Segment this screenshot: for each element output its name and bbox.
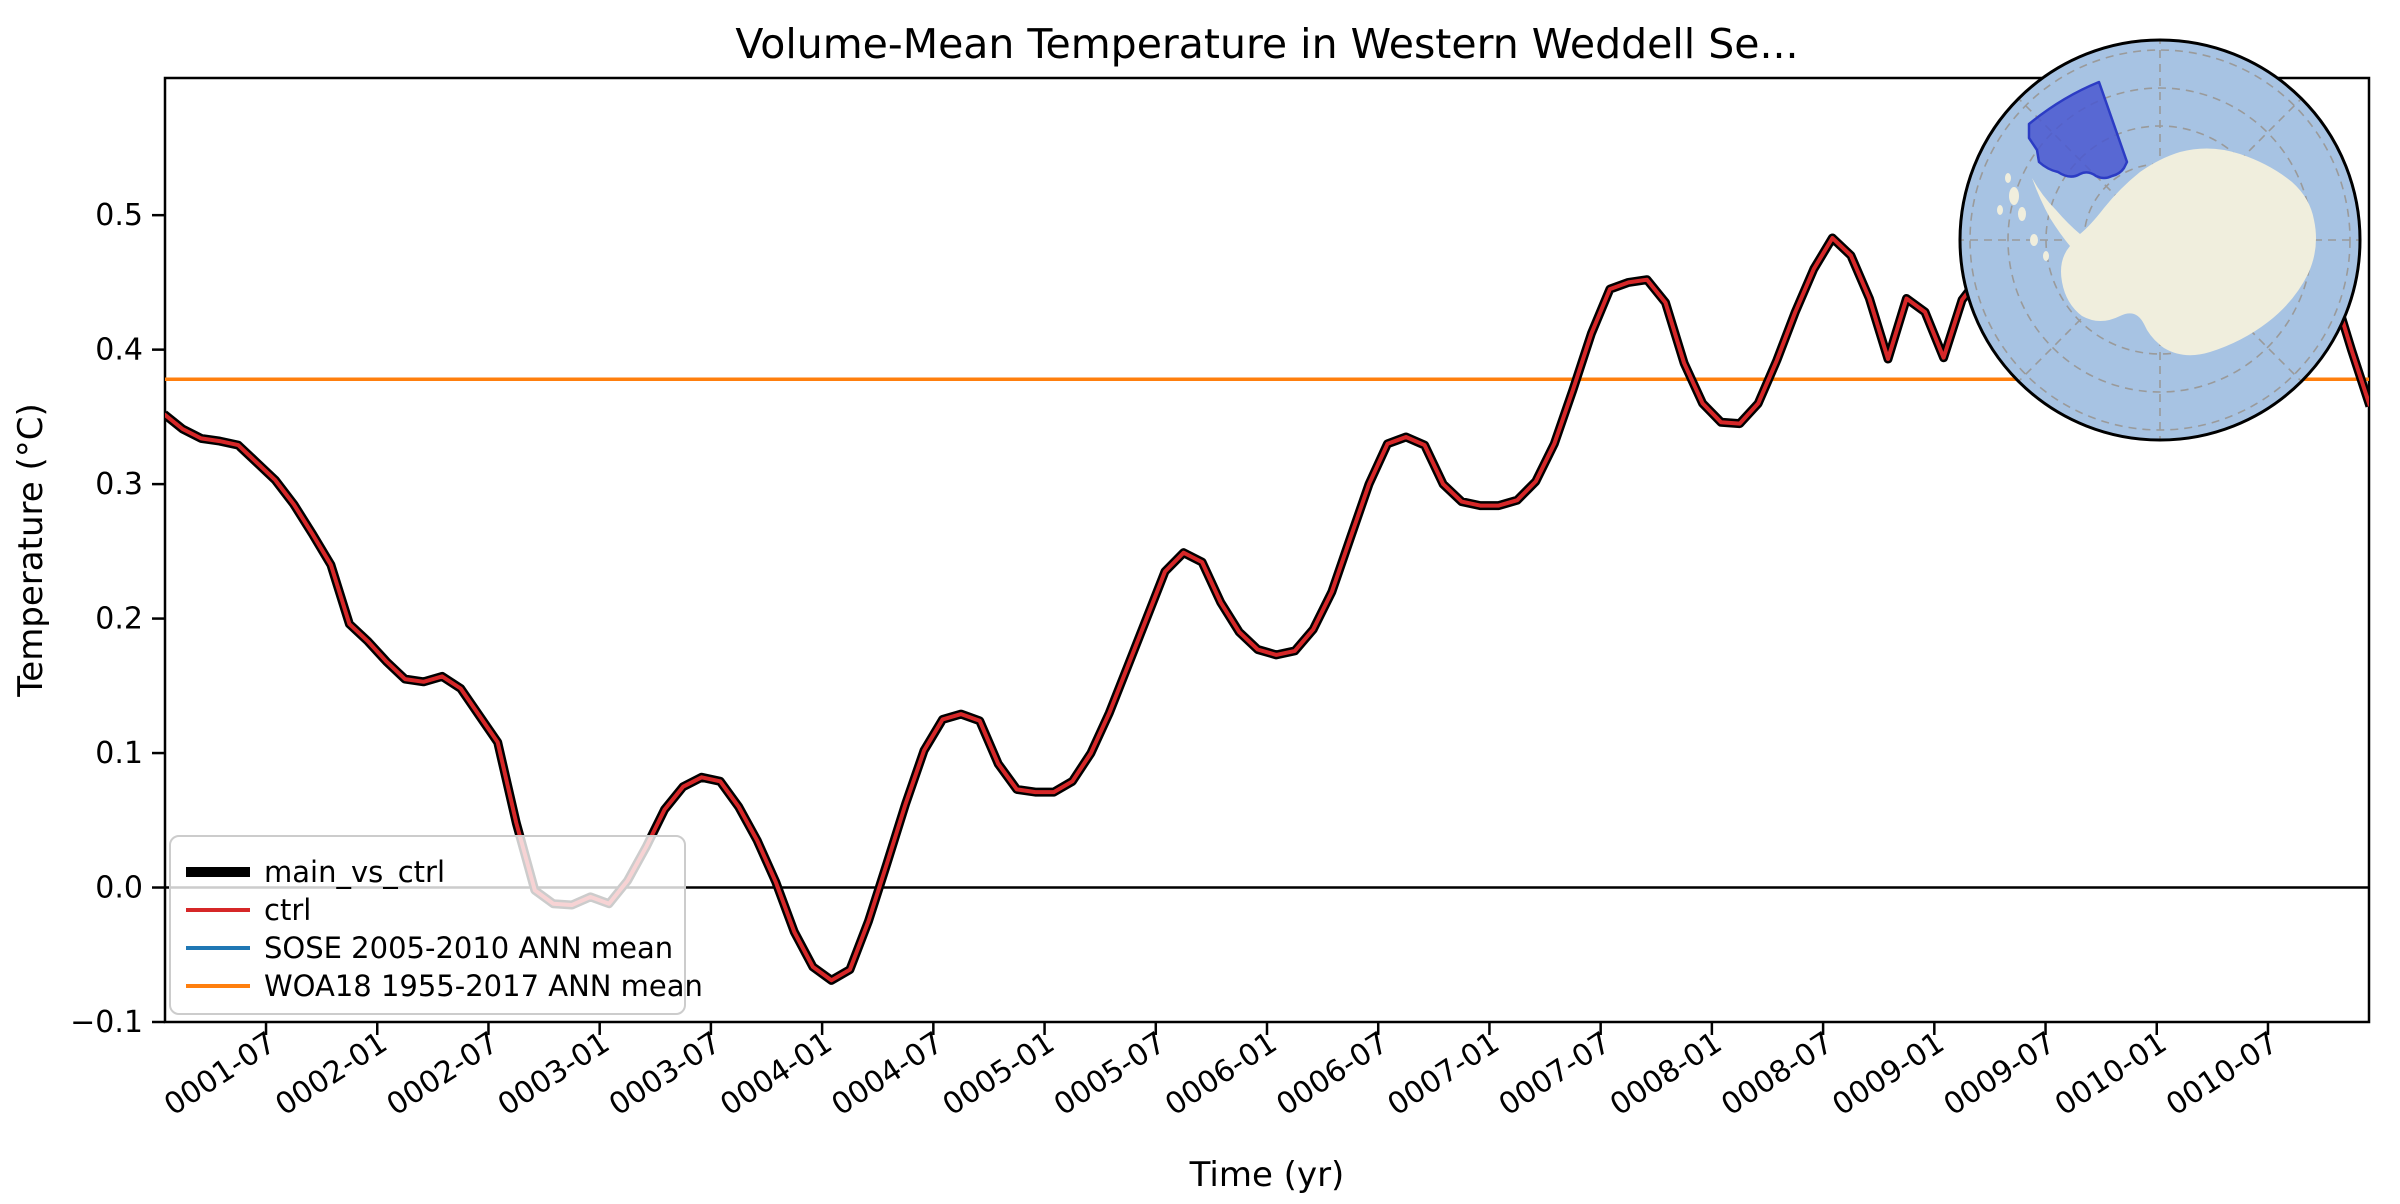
y-tick-label: 0.1 [95,736,143,771]
x-tick-label: 0005-01 [937,1025,1061,1123]
x-tick-label: 0008-07 [1715,1025,1839,1123]
x-tick-label: 0010-01 [2049,1025,2173,1123]
western-weddell-region-polygon [2027,80,2129,180]
x-tick-label: 0009-01 [1826,1025,1950,1123]
map-land-group [1997,148,2316,356]
island [2005,173,2011,183]
y-axis-label: Temperature (°C) [11,403,51,697]
x-tick-label: 0003-01 [492,1025,616,1123]
x-tick-label: 0003-07 [603,1025,727,1123]
island [2043,251,2049,261]
x-tick-label: 0001-07 [158,1025,282,1123]
x-tick-label: 0009-07 [1938,1025,2062,1123]
x-tick-label: 0006-07 [1270,1025,1394,1123]
y-tick-label: 0.2 [95,602,143,637]
x-tick-label: 0007-01 [1382,1025,1506,1123]
x-tick-label: 0007-07 [1493,1025,1617,1123]
x-tick-label: 0008-01 [1604,1025,1728,1123]
x-tick-label: 0005-07 [1048,1025,1172,1123]
legend-label-1: main_vs_ctrl [264,855,445,889]
y-tick-label: 0.4 [95,333,143,368]
legend-label-3: SOSE 2005-2010 ANN mean [264,931,673,965]
x-tick-label: 0006-01 [1159,1025,1283,1123]
legend-box [169,835,686,1015]
x-tick-label: 0004-07 [826,1025,950,1123]
y-tick-label: 0.3 [95,467,143,502]
y-tick-label: −0.1 [70,1005,143,1040]
island [2018,207,2026,221]
x-axis-label: Time (yr) [1189,1155,1345,1195]
x-tick-label: 0002-07 [381,1025,505,1123]
chart-title: Volume-Mean Temperature in Western Wedde… [735,20,1798,68]
antarctica-landmass [2032,148,2316,356]
island [1997,205,2003,215]
x-tick-label: 0002-01 [269,1025,393,1123]
y-tick-label: 0.5 [95,198,143,233]
y-tick-label: 0.0 [95,871,143,906]
legend-label-2: ctrl [264,893,311,927]
antarctica-inset-map [1958,38,2362,442]
map-outline [1958,38,2362,442]
legend-label-4: WOA18 1955-2017 ANN mean [264,969,703,1003]
x-tick-label: 0004-01 [714,1025,838,1123]
island [2009,187,2019,205]
x-tick-label: 0010-07 [2160,1025,2284,1123]
island [2030,234,2038,246]
